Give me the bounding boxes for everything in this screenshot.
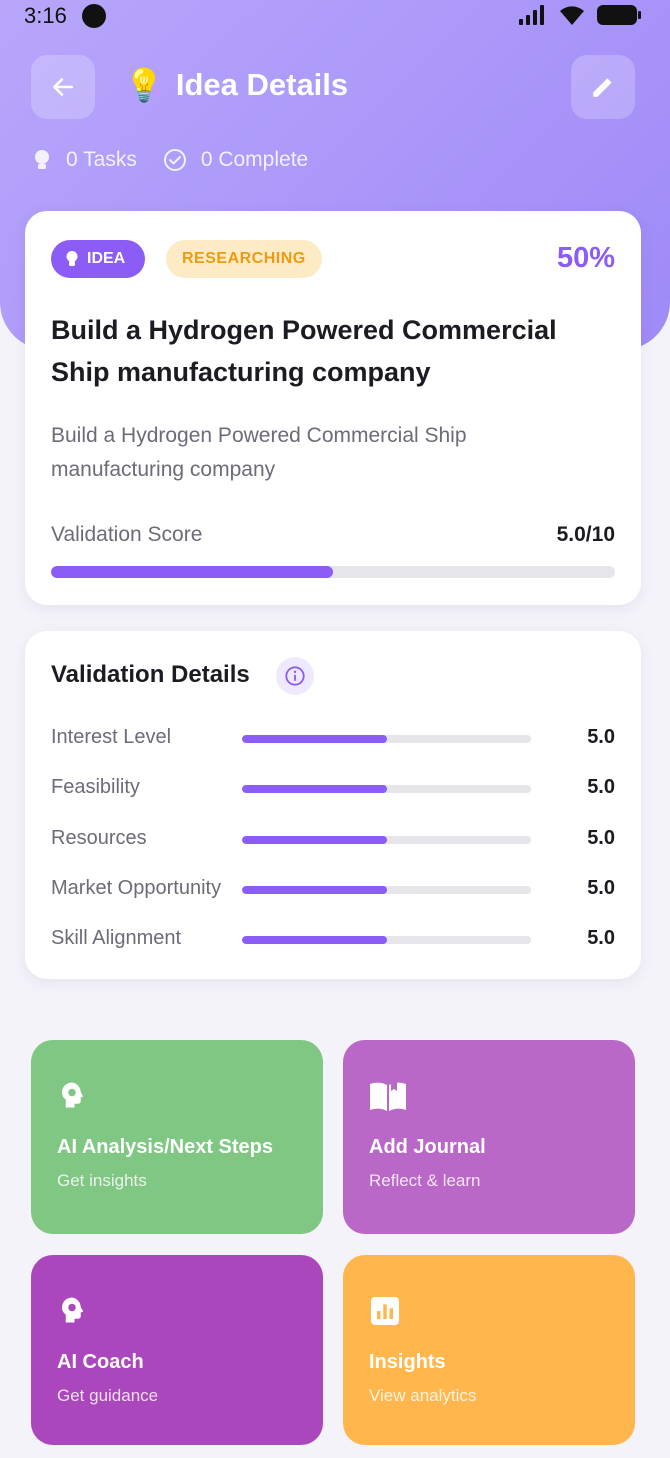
edit-button[interactable]	[571, 55, 635, 119]
validation-details-card: Validation Details Interest Level 5.0 Feas…	[25, 631, 641, 979]
analytics-icon	[371, 1297, 399, 1325]
tile-subtitle: Get guidance	[57, 1386, 159, 1405]
signal-icon	[519, 5, 544, 25]
metric-value: 5.0	[587, 726, 615, 748]
metric-bar	[242, 835, 531, 844]
brain-gear-icon	[62, 1297, 84, 1323]
lightbulb-icon	[35, 150, 49, 169]
metric-bar	[242, 936, 531, 945]
metric-bar-fill	[242, 885, 387, 894]
pencil-icon	[593, 78, 612, 97]
metric-value: 5.0	[587, 776, 615, 799]
metric-bar	[242, 885, 531, 894]
status-time: 3:16	[24, 3, 67, 28]
tile-subtitle: Reflect & learn	[369, 1171, 481, 1190]
metric-bar	[242, 785, 531, 794]
tasks-count: 0 Tasks	[66, 148, 137, 171]
metric-label: Interest Level	[51, 726, 172, 748]
metric-value: 5.0	[587, 927, 615, 950]
metric-bar-fill	[242, 735, 387, 743]
idea-stats: 0 Tasks 0 Complete	[32, 148, 334, 172]
camera-dot-icon	[82, 4, 106, 28]
progress-percent: 50%	[556, 242, 615, 274]
tile-title: AI Analysis/Next Steps	[57, 1136, 274, 1158]
action-tile-ai-analysis[interactable]: AI Analysis/Next Steps Get insights	[31, 1040, 323, 1234]
complete-stat: 0 Complete	[163, 148, 308, 172]
validation-score-label: Validation Score	[51, 523, 203, 546]
idea-description: Build a Hydrogen Powered Commercial Ship…	[51, 424, 467, 481]
validation-score-fill	[51, 566, 333, 578]
page-title-row: 💡 Idea Details	[124, 66, 348, 104]
idea-title: Build a Hydrogen Powered Commercial Ship…	[51, 315, 557, 387]
wifi-icon	[560, 6, 584, 25]
back-button[interactable]	[31, 55, 95, 119]
battery-icon	[597, 5, 641, 25]
lightbulb-icon	[66, 251, 78, 266]
validation-score-bar	[51, 566, 615, 578]
tile-title: Insights	[369, 1351, 446, 1373]
metric-label: Resources	[51, 826, 147, 849]
info-icon	[285, 666, 305, 686]
idea-type-badge: IDEA	[51, 240, 146, 278]
metric-value: 5.0	[587, 876, 615, 899]
arrow-left-icon	[53, 78, 73, 96]
metric-value: 5.0	[587, 826, 615, 849]
brain-gear-icon	[62, 1082, 84, 1108]
info-button[interactable]	[276, 657, 314, 695]
metric-bar-fill	[242, 785, 387, 794]
metric-bar-fill	[242, 936, 387, 945]
status-bar: 3:16	[0, 0, 670, 32]
action-tile-insights[interactable]: Insights View analytics	[343, 1255, 635, 1445]
page-title: Idea Details	[175, 67, 349, 102]
tasks-stat: 0 Tasks	[32, 148, 137, 172]
tile-subtitle: Get insights	[57, 1171, 147, 1190]
status-icons	[518, 4, 642, 26]
tile-title: Add Journal	[369, 1136, 486, 1158]
metric-bar-fill	[242, 835, 387, 844]
metric-label: Feasibility	[51, 776, 140, 799]
lightbulb-emoji-icon: 💡	[124, 67, 164, 103]
idea-type-label: IDEA	[87, 250, 126, 267]
metric-bar	[242, 735, 531, 743]
book-open-icon	[370, 1081, 406, 1111]
metric-label: Market Opportunity	[51, 876, 222, 899]
action-tile-add-journal[interactable]: Add Journal Reflect & learn	[343, 1040, 635, 1234]
tile-title: AI Coach	[57, 1351, 144, 1373]
validation-score-value: 5.0/10	[556, 523, 615, 546]
action-tile-ai-coach[interactable]: AI Coach Get guidance	[31, 1255, 323, 1445]
status-badge: RESEARCHING	[166, 240, 322, 278]
idea-card: IDEA RESEARCHING 50% Build a Hydrogen Po…	[25, 211, 641, 605]
complete-count: 0 Complete	[200, 148, 309, 171]
validation-details-title: Validation Details	[51, 661, 250, 688]
check-circle-icon	[163, 149, 186, 171]
metric-label: Skill Alignment	[51, 927, 182, 950]
tile-subtitle: View analytics	[369, 1386, 477, 1405]
